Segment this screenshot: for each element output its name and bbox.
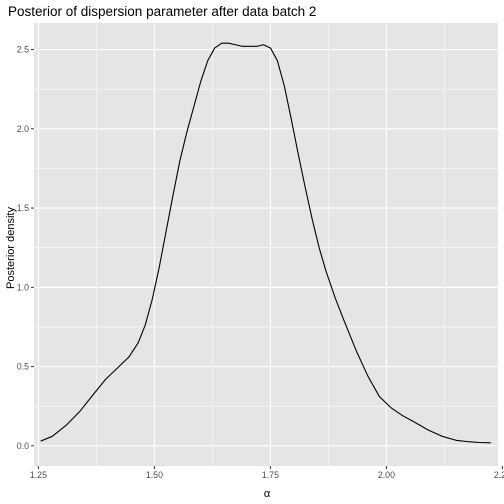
plot-panel (34, 23, 498, 466)
chart-title: Posterior of dispersion parameter after … (8, 4, 316, 19)
x-tick-label: 1.75 (262, 470, 279, 480)
y-tick-label: 1.5 (17, 203, 29, 213)
y-axis: 0.0 0.5 1.0 1.5 2.0 2.5 (17, 45, 34, 451)
x-tick-label: 1.25 (30, 470, 47, 480)
x-tick-label: 1.50 (146, 470, 163, 480)
x-axis-label: α (264, 488, 271, 500)
y-tick-label: 1.0 (17, 282, 29, 292)
density-line (40, 42, 491, 444)
grid-lines (34, 23, 503, 466)
y-tick-label: 0.5 (17, 362, 29, 372)
x-tick-label: 2.00 (378, 470, 395, 480)
y-axis-label: Posterior density (5, 207, 17, 289)
y-tick-label: 2.0 (17, 124, 29, 134)
x-tick-label: 2.25 (494, 470, 504, 480)
y-tick-label: 0.0 (17, 441, 29, 451)
x-axis: 1.25 1.50 1.75 2.00 2.25 (30, 466, 504, 480)
y-tick-label: 2.5 (17, 45, 29, 55)
density-series (40, 42, 491, 444)
